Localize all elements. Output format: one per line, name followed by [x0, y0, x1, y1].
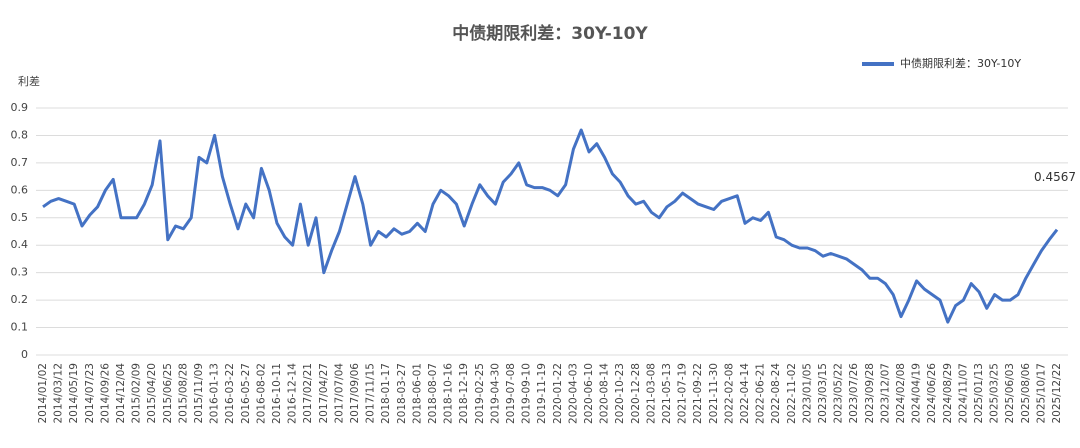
x-tick-label: 2022-08-24 [770, 363, 782, 424]
x-tick-label: 2018-08-07 [427, 363, 439, 424]
x-tick-label: 2025/01/13 [973, 363, 985, 424]
x-tick-label: 2021-03-08 [645, 363, 657, 424]
x-tick-label: 2020-10-23 [614, 363, 626, 424]
x-tick-label: 2023/01/05 [801, 363, 813, 424]
y-tick-label: 0.1 [11, 321, 29, 334]
y-tick-label: 0.9 [11, 101, 29, 114]
x-tick-label: 2017/07/04 [333, 363, 345, 424]
y-tick-label: 0.5 [11, 211, 29, 224]
x-tick-label: 2018-03-27 [396, 363, 408, 424]
x-tick-label: 2017/09/06 [349, 363, 361, 424]
x-tick-label: 2023/03/15 [817, 363, 829, 424]
y-axis-label: 利差 [18, 74, 40, 88]
y-tick-label: 0.6 [11, 183, 29, 196]
x-tick-label: 2021-07-19 [677, 363, 689, 424]
chart-title: 中债期限利差：30Y-10Y [452, 23, 648, 44]
x-tick-label: 2019-07-08 [505, 363, 517, 424]
x-tick-label: 2015/08/28 [177, 363, 189, 424]
x-tick-label: 2019-09-10 [521, 363, 533, 424]
x-tick-label: 2018-12-19 [458, 363, 470, 424]
y-tick-label: 0 [21, 348, 28, 361]
x-tick-label: 2014/07/23 [84, 363, 96, 424]
x-tick-label: 2016-05-27 [240, 363, 252, 424]
x-tick-label: 2017/11/15 [365, 363, 377, 424]
x-tick-label: 2025/08/06 [1020, 363, 1032, 424]
x-tick-label: 2018-10-16 [443, 363, 455, 424]
x-tick-label: 2022-11-02 [786, 363, 798, 424]
data-label: 0.4567 [1034, 170, 1076, 184]
x-tick-label: 2021-05-13 [661, 363, 673, 424]
x-tick-label: 2024/02/08 [895, 363, 907, 424]
x-tick-label: 2014/01/02 [37, 363, 49, 424]
x-tick-label: 2024/08/29 [942, 363, 954, 424]
x-tick-label: 2025/12/22 [1051, 363, 1063, 424]
x-tick-label: 2021-11-30 [708, 363, 720, 424]
x-tick-label: 2017/04/27 [318, 363, 330, 424]
x-tick-label: 2021-09-22 [692, 363, 704, 424]
x-tick-label: 2019-04-30 [489, 363, 501, 424]
y-tick-label: 0.3 [11, 266, 29, 279]
x-tick-label: 2014/12/04 [115, 363, 127, 424]
x-tick-label: 2019-02-25 [474, 363, 486, 424]
y-tick-label: 0.4 [11, 238, 29, 251]
series-line [42, 128, 1059, 324]
x-tick-label: 2020-08-14 [599, 363, 611, 424]
y-tick-label: 0.2 [11, 293, 29, 306]
x-tick-label: 2015/06/25 [162, 363, 174, 424]
x-tick-label: 2024/04/19 [911, 363, 923, 424]
y-tick-label: 0.7 [11, 156, 29, 169]
x-tick-label: 2020-12-28 [630, 363, 642, 424]
x-tick-label: 2014/09/26 [99, 363, 111, 424]
x-tick-label: 2015/02/09 [131, 363, 143, 424]
x-tick-label: 2018-01-17 [380, 363, 392, 424]
x-tick-label: 2016-03-22 [224, 363, 236, 424]
x-tick-label: 2014/03/12 [53, 363, 65, 424]
legend-label: 中债期限利差：30Y-10Y [900, 56, 1021, 70]
x-tick-label: 2020-01-22 [552, 363, 564, 424]
x-tick-label: 2014/05/19 [68, 363, 80, 424]
x-tick-label: 2022-06-21 [755, 363, 767, 424]
x-tick-label: 2020-04-03 [567, 363, 579, 424]
x-tick-label: 2025/03/25 [989, 363, 1001, 424]
x-tick-label: 2024/11/07 [957, 363, 969, 424]
x-tick-label: 2025/06/03 [1004, 363, 1016, 424]
x-tick-label: 2019-11-19 [536, 363, 548, 424]
y-tick-label: 0.8 [11, 128, 29, 141]
x-tick-label: 2016-12-14 [287, 363, 299, 424]
x-tick-label: 2016-01-13 [209, 363, 221, 424]
x-tick-label: 2022-04-14 [739, 363, 751, 424]
x-tick-label: 2018-06-01 [411, 363, 423, 424]
x-tick-label: 2023/05/22 [833, 363, 845, 424]
x-tick-label: 2017/02/21 [302, 363, 314, 424]
x-tick-label: 2023/07/26 [848, 363, 860, 424]
x-tick-label: 2016-08-02 [255, 363, 267, 424]
x-tick-label: 2016-10-11 [271, 363, 283, 424]
x-tick-label: 2025/10/17 [1035, 363, 1047, 424]
x-tick-label: 2023/09/28 [864, 363, 876, 424]
x-tick-label: 2015/04/20 [146, 363, 158, 424]
x-tick-label: 2023/12/07 [879, 363, 891, 424]
x-tick-label: 2024/06/26 [926, 363, 938, 424]
x-tick-label: 2022-02-08 [723, 363, 735, 424]
x-tick-label: 2020-06-10 [583, 363, 595, 424]
x-tick-label: 2015/11/09 [193, 363, 205, 424]
